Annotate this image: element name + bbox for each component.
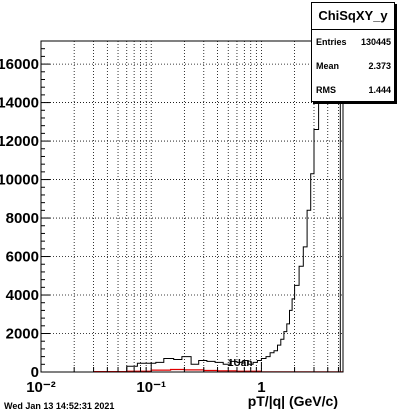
y-tick-label: 2000	[6, 326, 39, 343]
stats-entries-label: Entries	[316, 37, 347, 47]
histogram-black-series	[126, 40, 341, 372]
grid-lines	[40, 41, 343, 372]
x-tick-label: 10⁻¹	[136, 379, 166, 396]
stats-rms-row: RMS 1.444	[312, 78, 394, 102]
histogram-red-series	[93, 368, 344, 373]
histogram-series	[93, 40, 344, 373]
y-tick-label: 14000	[0, 95, 39, 112]
x-axis-title: pT/|q| (GeV/c)	[248, 393, 338, 409]
x-tick-label: 10⁻²	[26, 379, 56, 396]
stats-mean-row: Mean 2.373	[312, 54, 394, 78]
y-tick-label: 4000	[6, 287, 39, 304]
y-tick-label: 12000	[0, 133, 39, 150]
stats-entries-value: 130445	[360, 37, 391, 47]
stats-rms-value: 1.444	[368, 85, 391, 95]
y-tick-label: 16000	[0, 56, 39, 73]
stats-box: ChiSqXY_y Entries 130445 Mean 2.373 RMS …	[311, 2, 395, 102]
stats-mean-value: 2.373	[368, 61, 391, 71]
stats-entries-row: Entries 130445	[312, 30, 394, 54]
axes: 10⁻² 10⁻¹ 1 0 2000 4000 6000 8000 10000 12000 1400…	[0, 40, 344, 396]
stats-title: ChiSqXY_y	[312, 3, 394, 30]
plot-frame	[40, 40, 344, 373]
stats-rms-label: RMS	[316, 85, 336, 95]
y-tick-label: 6000	[6, 249, 39, 266]
y-tick-label: 0	[31, 364, 39, 381]
timestamp: Wed Jan 13 14:52:31 2021	[4, 401, 115, 411]
x-tick-label: 1	[257, 379, 265, 396]
y-tick-label: 10000	[0, 172, 39, 189]
plot-annotation: 1Uan	[228, 358, 252, 369]
stats-mean-label: Mean	[316, 61, 340, 71]
y-tick-label: 8000	[6, 210, 39, 227]
